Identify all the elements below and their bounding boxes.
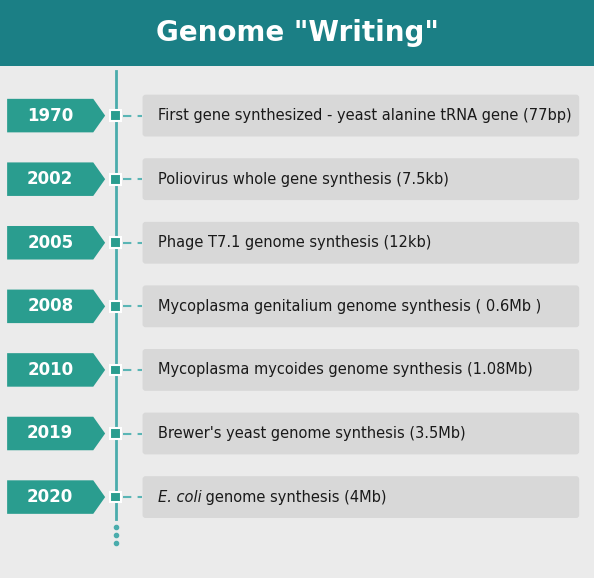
Polygon shape [7, 480, 105, 514]
Polygon shape [7, 226, 105, 260]
Text: 2020: 2020 [27, 488, 73, 506]
Polygon shape [7, 353, 105, 387]
FancyBboxPatch shape [143, 349, 579, 391]
FancyBboxPatch shape [110, 110, 121, 121]
Polygon shape [7, 290, 105, 323]
FancyBboxPatch shape [110, 492, 121, 502]
FancyBboxPatch shape [110, 238, 121, 248]
Text: Mycoplasma genitalium genome synthesis ( 0.6Mb ): Mycoplasma genitalium genome synthesis (… [157, 299, 541, 314]
Text: 2019: 2019 [27, 424, 73, 443]
Polygon shape [7, 99, 105, 132]
FancyBboxPatch shape [143, 95, 579, 136]
Text: First gene synthesized - yeast alanine tRNA gene (77bp): First gene synthesized - yeast alanine t… [157, 108, 571, 123]
FancyBboxPatch shape [143, 222, 579, 264]
Text: E. coli: E. coli [157, 490, 201, 505]
Text: Mycoplasma mycoides genome synthesis (1.08Mb): Mycoplasma mycoides genome synthesis (1.… [157, 362, 532, 377]
Text: Phage T7.1 genome synthesis (12kb): Phage T7.1 genome synthesis (12kb) [157, 235, 431, 250]
FancyBboxPatch shape [110, 365, 121, 375]
FancyBboxPatch shape [110, 428, 121, 439]
FancyBboxPatch shape [143, 476, 579, 518]
FancyBboxPatch shape [143, 286, 579, 327]
Text: 2002: 2002 [27, 170, 73, 188]
FancyBboxPatch shape [110, 301, 121, 312]
Text: 2005: 2005 [27, 234, 73, 252]
Text: genome synthesis (4Mb): genome synthesis (4Mb) [201, 490, 387, 505]
Text: 1970: 1970 [27, 106, 73, 125]
FancyBboxPatch shape [143, 413, 579, 454]
Text: Poliovirus whole gene synthesis (7.5kb): Poliovirus whole gene synthesis (7.5kb) [157, 172, 448, 187]
FancyBboxPatch shape [110, 174, 121, 184]
FancyBboxPatch shape [143, 158, 579, 200]
Polygon shape [0, 0, 594, 66]
Text: Genome "Writing": Genome "Writing" [156, 19, 438, 47]
Polygon shape [7, 417, 105, 450]
Polygon shape [7, 162, 105, 196]
Text: Brewer's yeast genome synthesis (3.5Mb): Brewer's yeast genome synthesis (3.5Mb) [157, 426, 465, 441]
Text: 2008: 2008 [27, 297, 73, 316]
Text: 2010: 2010 [27, 361, 73, 379]
